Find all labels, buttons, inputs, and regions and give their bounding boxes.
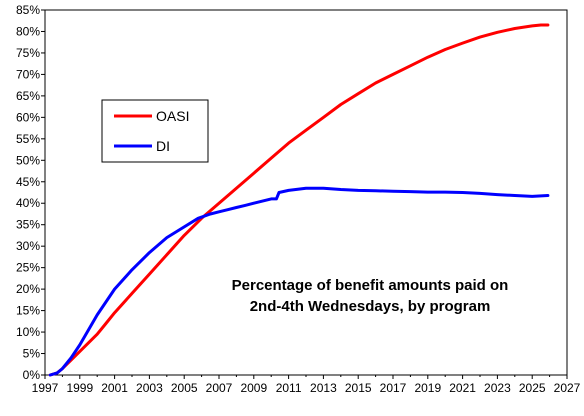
y-tick-label: 75% xyxy=(16,46,40,60)
y-tick-label: 45% xyxy=(16,175,40,189)
legend-box xyxy=(101,99,209,163)
chart-annotation: Percentage of benefit amounts paid on 2n… xyxy=(210,268,530,320)
y-tick-label: 80% xyxy=(16,24,40,38)
y-axis: 0% 5% 10% 15% 20% 25% 30% 35% 40% 45% 50% 55% 60% 65%… xyxy=(16,3,45,382)
x-tick-label: 2017 xyxy=(380,381,407,395)
annotation-background xyxy=(210,268,530,320)
x-tick-label: 1999 xyxy=(66,381,93,395)
y-tick-label: 25% xyxy=(16,261,40,275)
x-tick-label: 2025 xyxy=(519,381,546,395)
legend-label-di: DI xyxy=(156,138,170,154)
x-axis: 1997 1999 2001 2003 2005 2007 2009 2011 2013 2015… xyxy=(32,375,581,395)
y-tick-label: 65% xyxy=(16,89,40,103)
x-tick-label: 2015 xyxy=(345,381,372,395)
x-tick-label: 1997 xyxy=(32,381,59,395)
x-tick-label: 2019 xyxy=(414,381,441,395)
legend-label-oasi: OASI xyxy=(156,108,189,124)
y-tick-label: 5% xyxy=(23,347,41,361)
x-tick-label: 2027 xyxy=(554,381,581,395)
series-line-oasi xyxy=(48,23,550,377)
y-tick-label: 50% xyxy=(16,153,40,167)
x-tick-label: 2005 xyxy=(171,381,198,395)
x-tick-label: 2007 xyxy=(206,381,233,395)
x-tick-label: 2023 xyxy=(484,381,511,395)
chart-title-line-2: 2nd-4th Wednesdays, by program xyxy=(250,298,491,315)
y-tick-label: 10% xyxy=(16,325,40,339)
y-tick-label: 40% xyxy=(16,196,40,210)
y-tick-label: 30% xyxy=(16,239,40,253)
x-tick-label: 2009 xyxy=(240,381,267,395)
series-layer xyxy=(48,23,550,377)
y-tick-label: 60% xyxy=(16,110,40,124)
y-tick-label: 85% xyxy=(16,3,40,17)
y-tick-label: 0% xyxy=(23,368,41,382)
y-tick-label: 55% xyxy=(16,132,40,146)
series-line-di xyxy=(48,186,550,377)
y-tick-label: 70% xyxy=(16,67,40,81)
x-tick-label: 2011 xyxy=(276,381,302,395)
y-tick-label: 35% xyxy=(16,218,40,232)
x-tick-label: 2003 xyxy=(136,381,163,395)
legend: OASI DI xyxy=(101,99,209,163)
x-tick-label: 2013 xyxy=(310,381,337,395)
x-tick-label: 2021 xyxy=(449,381,476,395)
y-tick-label: 20% xyxy=(16,282,40,296)
chart-title-line-1: Percentage of benefit amounts paid on xyxy=(232,277,509,294)
y-tick-label: 15% xyxy=(16,304,40,318)
x-tick-label: 2001 xyxy=(101,381,128,395)
